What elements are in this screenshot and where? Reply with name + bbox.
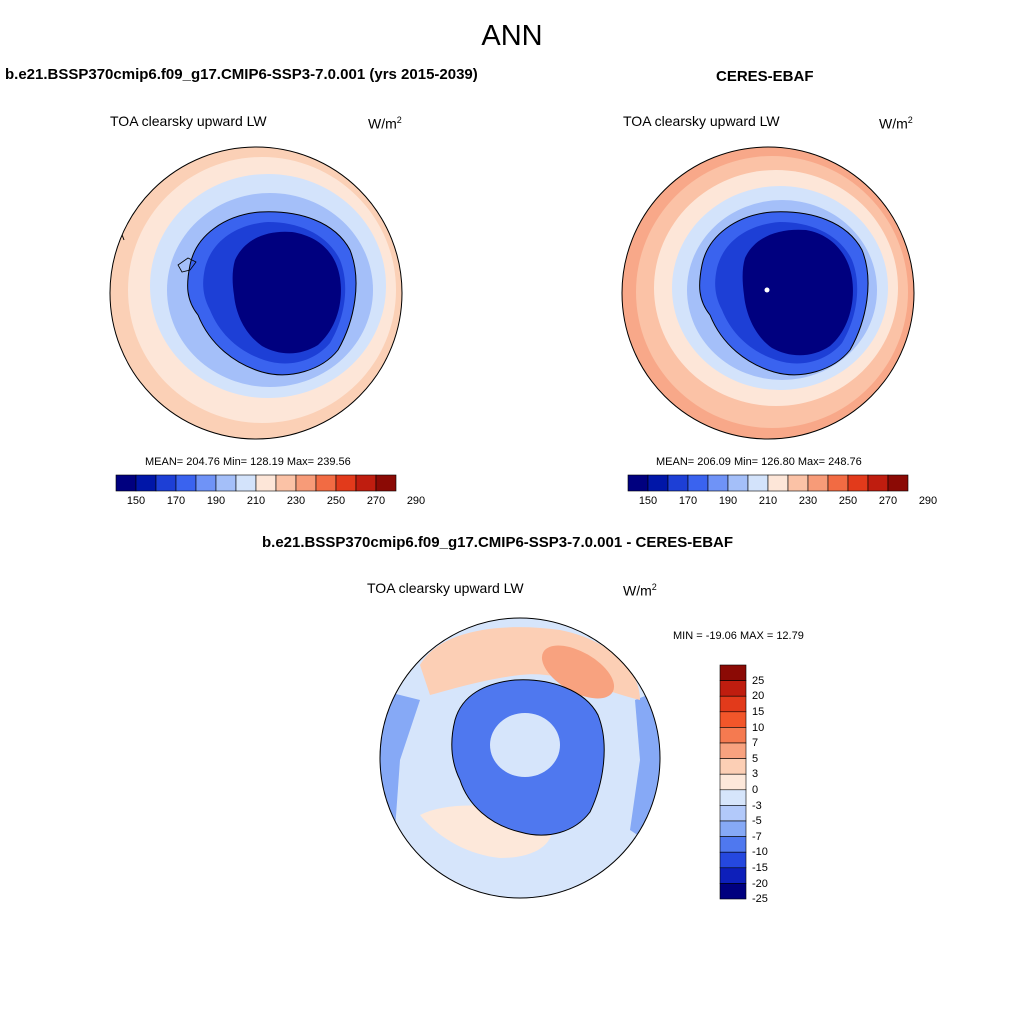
panel-1-units: W/m2 [368,115,402,132]
colorbar-tick-label: 270 [878,495,898,507]
colorbar-tick-label: 230 [286,495,306,507]
colorbar-swatch [355,474,377,492]
colorbar-swatch [275,474,297,492]
colorbar-swatch [847,474,869,492]
panel-3-title: b.e21.BSSP370cmip6.f09_g17.CMIP6-SSP3-7.… [262,534,734,551]
colorbar-swatch [235,474,257,492]
colorbar-swatch [647,474,669,492]
colorbar-swatch [887,474,909,492]
colorbar-tick-label: 190 [718,495,738,507]
colorbar-swatch [719,664,747,681]
map-panel-1 [110,147,402,439]
colorbar-tick-label: 3 [752,768,759,781]
colorbar-tick-label: -20 [752,877,768,890]
colorbar-swatch [175,474,197,492]
colorbar-panel-2 [627,474,909,492]
panel-1-title: b.e21.BSSP370cmip6.f09_g17.CMIP6-SSP3-7.… [5,66,478,83]
colorbar-panel-3 [719,664,747,900]
colorbar-swatch [375,474,397,492]
colorbar-swatch [747,474,769,492]
panel-2-title: CERES-EBAF [716,68,814,85]
colorbar-tick-label: 5 [752,752,759,765]
colorbar-tick-label: 290 [918,495,938,507]
colorbar-swatch [315,474,337,492]
colorbar-swatch [295,474,317,492]
colorbar-tick-label: 250 [838,495,858,507]
colorbar-tick-label: 250 [326,495,346,507]
colorbar-tick-label: 210 [758,495,778,507]
colorbar-swatch [719,805,747,822]
colorbar-swatch [719,836,747,853]
colorbar-swatch [627,474,649,492]
colorbar-swatch [719,727,747,744]
colorbar-tick-label: -7 [752,830,762,843]
colorbar-tick-label: 210 [246,495,266,507]
map-1-border [109,146,403,440]
colorbar-swatch [719,742,747,759]
colorbar-tick-label: -3 [752,799,762,812]
colorbar-tick-label: -10 [752,846,768,859]
panel-2-variable-label: TOA clearsky upward LW [623,113,780,129]
colorbar-tick-label: 230 [798,495,818,507]
colorbar-swatch [719,680,747,697]
colorbar-swatch [787,474,809,492]
colorbar-swatch [255,474,277,492]
colorbar-tick-label: 25 [752,674,765,687]
colorbar-tick-label: 10 [752,721,765,734]
colorbar-tick-label: -5 [752,815,762,828]
colorbar-swatch [719,773,747,791]
panel-1-variable-label: TOA clearsky upward LW [110,113,267,129]
colorbar-swatch [115,474,137,492]
colorbar-tick-label: 170 [678,495,698,507]
colorbar-swatch [719,695,747,713]
colorbar-swatch [335,474,357,492]
colorbar-swatch [767,474,789,492]
colorbar-swatch [707,474,729,492]
colorbar-tick-label: 270 [366,495,386,507]
colorbar-swatch [867,474,889,492]
colorbar-tick-label: -25 [752,893,768,906]
map-2-border [621,146,915,440]
panel-2-units: W/m2 [879,115,913,132]
colorbar-tick-label: 170 [166,495,186,507]
colorbar-swatch [719,758,747,775]
figure-title: ANN [481,20,543,52]
colorbar-tick-label: -15 [752,862,768,874]
colorbar-tick-label: 190 [206,495,226,507]
panel-2-stats: MEAN= 206.09 Min= 126.80 Max= 248.76 [656,456,862,468]
colorbar-swatch [719,883,747,900]
colorbar-swatch [195,474,217,492]
map-3-border [379,617,661,899]
colorbar-swatch [155,474,177,492]
map-panel-3 [380,618,660,898]
colorbar-panel-1 [115,474,397,492]
colorbar-swatch [719,711,747,728]
colorbar-swatch [727,474,749,492]
colorbar-tick-label: 150 [638,495,658,507]
colorbar-swatch [807,474,829,492]
panel-1-stats: MEAN= 204.76 Min= 128.19 Max= 239.56 [145,456,351,468]
colorbar-tick-label: 290 [406,495,426,507]
map-panel-2 [622,147,914,439]
colorbar-swatch [827,474,849,492]
panel-3-stats: MIN = -19.06 MAX = 12.79 [673,630,804,642]
panel-3-variable-label: TOA clearsky upward LW [367,580,524,596]
colorbar-tick-label: 0 [752,784,759,796]
colorbar-swatch [719,851,747,869]
colorbar-tick-label: 20 [752,690,765,703]
colorbar-swatch [215,474,237,492]
colorbar-tick-label: 15 [752,706,765,718]
colorbar-tick-label: 150 [126,495,146,507]
colorbar-swatch [719,789,747,806]
colorbar-swatch [719,820,747,837]
colorbar-swatch [135,474,157,492]
panel-3-units: W/m2 [623,582,657,599]
colorbar-tick-label: 7 [752,737,759,750]
colorbar-swatch [687,474,709,492]
colorbar-swatch [667,474,689,492]
colorbar-swatch [719,867,747,884]
